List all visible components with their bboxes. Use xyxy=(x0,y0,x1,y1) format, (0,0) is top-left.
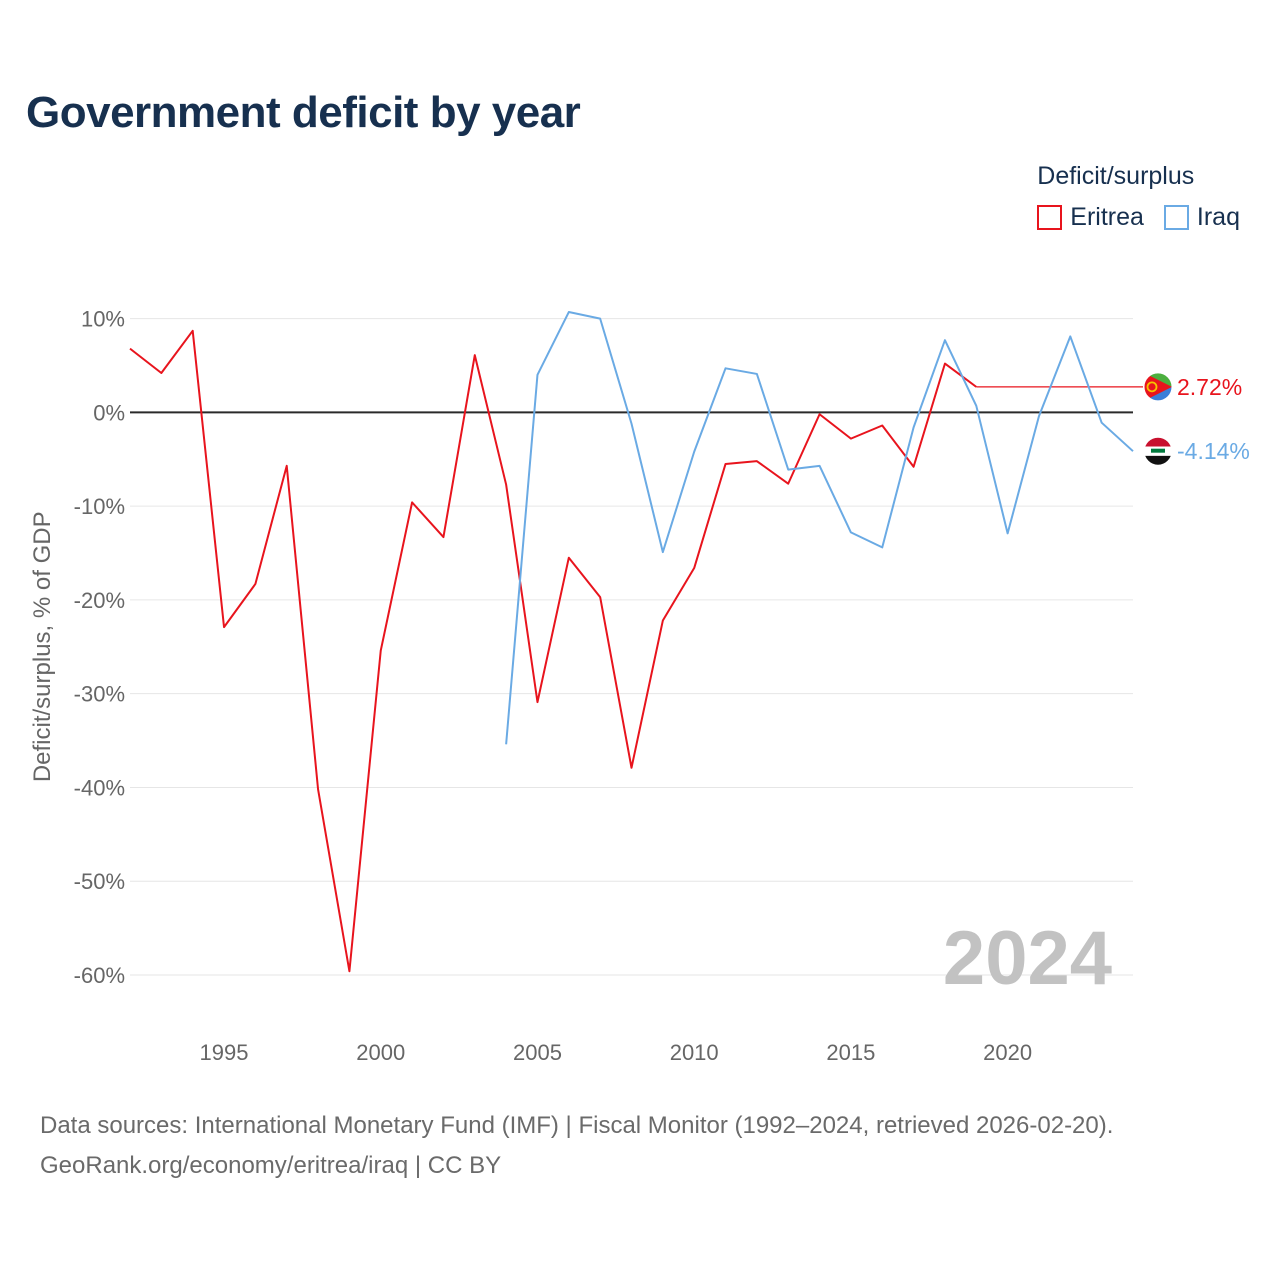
y-tick-label: -40% xyxy=(74,775,125,800)
chart-title: Government deficit by year xyxy=(26,88,581,137)
y-tick-label: 0% xyxy=(93,400,125,425)
source-line-2[interactable]: GeoRank.org/economy/eritrea/iraq | CC BY xyxy=(40,1152,502,1179)
y-axis-label: Deficit/surplus, % of GDP xyxy=(29,511,56,782)
flag-border xyxy=(1143,436,1173,466)
line-chart: 10% 0% -10% -20% -30% -40% -50% -60% 1995 2000 200… xyxy=(29,307,1250,1065)
x-tick-label: 1995 xyxy=(200,1040,249,1065)
series-line-iraq[interactable] xyxy=(505,311,1134,745)
year-watermark: 2024 xyxy=(943,916,1112,1001)
legend-item-eritrea[interactable]: Eritrea xyxy=(1037,203,1144,232)
legend-label-iraq: Iraq xyxy=(1196,203,1240,231)
y-tick-label: -30% xyxy=(74,682,125,707)
end-label-iraq: -4.14% xyxy=(1177,438,1250,464)
source-line-1: Data sources: International Monetary Fun… xyxy=(40,1112,1114,1139)
x-tick-label: 2010 xyxy=(670,1040,719,1065)
legend-swatch-eritrea xyxy=(1037,205,1063,230)
legend-swatch-iraq xyxy=(1163,205,1189,230)
iraq-flag-icon xyxy=(1144,437,1172,466)
y-tick-label: 10% xyxy=(81,307,125,332)
x-tick-label: 2015 xyxy=(826,1040,875,1065)
x-tick-label: 2020 xyxy=(983,1040,1032,1065)
x-tick-label: 2000 xyxy=(356,1040,405,1065)
legend: Deficit/surplus Eritrea Iraq xyxy=(1037,162,1240,232)
series-line-eritrea[interactable] xyxy=(129,329,977,973)
x-tick-label: 2005 xyxy=(513,1040,562,1065)
legend-label-eritrea: Eritrea xyxy=(1070,203,1144,231)
y-tick-label: -20% xyxy=(74,588,125,613)
legend-title: Deficit/surplus xyxy=(1037,162,1195,190)
eritrea-flag-icon xyxy=(1144,372,1172,401)
source-note: Data sources: International Monetary Fun… xyxy=(40,1106,1113,1186)
end-label-eritrea: 2.72% xyxy=(1177,374,1242,400)
y-tick-label: -50% xyxy=(74,869,125,894)
y-tick-label: -60% xyxy=(74,963,125,988)
y-tick-label: -10% xyxy=(74,494,125,519)
flag-border xyxy=(1143,372,1173,402)
legend-item-iraq[interactable]: Iraq xyxy=(1163,203,1240,232)
